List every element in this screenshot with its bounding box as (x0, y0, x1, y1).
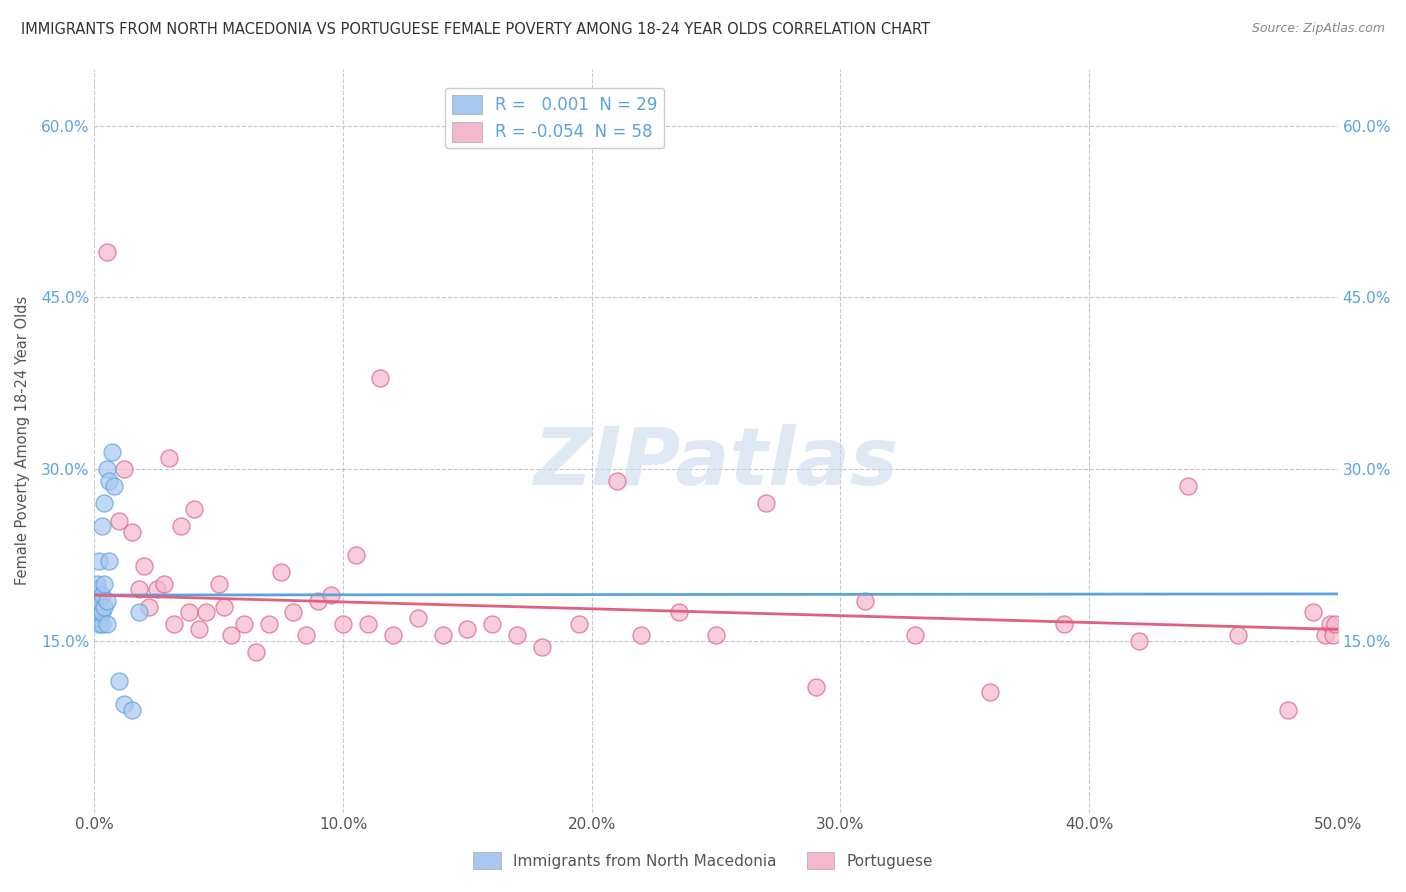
Point (481, 616, 503, 631)
Point (606, 474, 628, 488)
Point (668, 605, 690, 619)
Point (112, 462, 135, 476)
Point (1053, 616, 1076, 631)
Point (187, 623, 209, 637)
Point (245, 645, 267, 659)
Point (283, 605, 305, 619)
Point (153, 576, 176, 591)
Point (506, 628, 529, 642)
Point (128, 582, 150, 597)
Point (319, 588, 342, 602)
Point (568, 616, 591, 631)
Point (212, 599, 235, 614)
Point (121, 702, 143, 716)
Y-axis label: Female Poverty Among 18-24 Year Olds: Female Poverty Among 18-24 Year Olds (15, 296, 30, 585)
Point (1227, 628, 1250, 642)
Point (370, 370, 392, 384)
Point (93, 496, 115, 510)
Point (86, 605, 108, 619)
Point (86, 611, 108, 625)
Point (96, 462, 118, 476)
Point (157, 450, 180, 465)
Point (89, 605, 111, 619)
Point (307, 594, 329, 608)
Point (257, 616, 280, 631)
Point (232, 616, 254, 631)
Point (1177, 479, 1199, 493)
Point (332, 616, 354, 631)
Point (90, 588, 112, 602)
Point (1302, 605, 1324, 619)
Point (89, 554, 111, 568)
Point (170, 519, 193, 533)
Point (101, 445, 124, 459)
Point (134, 559, 156, 574)
Point (381, 628, 404, 642)
Point (98, 554, 121, 568)
Point (530, 640, 553, 654)
Point (195, 605, 218, 619)
Point (128, 605, 150, 619)
Point (86, 582, 108, 597)
Point (98, 474, 121, 488)
Point (108, 514, 131, 528)
Point (1322, 628, 1344, 642)
Point (853, 594, 876, 608)
Text: ZIPatlas: ZIPatlas (533, 424, 898, 502)
Point (804, 680, 827, 694)
Point (90, 519, 112, 533)
Point (1277, 702, 1299, 716)
Point (145, 582, 167, 597)
Point (1324, 616, 1347, 631)
Point (208, 576, 231, 591)
Point (357, 616, 380, 631)
Point (86, 588, 108, 602)
Point (96, 594, 118, 608)
Point (103, 479, 125, 493)
Point (138, 599, 160, 614)
Legend: Immigrants from North Macedonia, Portuguese: Immigrants from North Macedonia, Portugu… (467, 846, 939, 875)
Legend: R =   0.001  N = 29, R = -0.054  N = 58: R = 0.001 N = 29, R = -0.054 N = 58 (444, 88, 664, 148)
Point (270, 565, 292, 579)
Point (96, 616, 118, 631)
Point (121, 525, 143, 540)
Point (183, 502, 205, 516)
Point (1319, 616, 1341, 631)
Point (1315, 628, 1337, 642)
Point (86, 576, 108, 591)
Point (295, 628, 318, 642)
Point (432, 628, 454, 642)
Point (1128, 633, 1150, 648)
Point (904, 628, 927, 642)
Point (704, 628, 727, 642)
Point (177, 605, 200, 619)
Point (344, 548, 367, 562)
Point (406, 611, 429, 625)
Point (630, 628, 652, 642)
Point (112, 697, 135, 711)
Point (93, 576, 115, 591)
Point (108, 673, 131, 688)
Point (979, 685, 1001, 699)
Point (90, 616, 112, 631)
Point (89, 611, 111, 625)
Point (89, 594, 111, 608)
Point (93, 599, 115, 614)
Point (219, 628, 242, 642)
Text: Source: ZipAtlas.com: Source: ZipAtlas.com (1251, 22, 1385, 36)
Point (90, 605, 112, 619)
Point (755, 496, 778, 510)
Point (456, 623, 478, 637)
Point (86, 599, 108, 614)
Point (96, 244, 118, 259)
Point (163, 616, 186, 631)
Text: IMMIGRANTS FROM NORTH MACEDONIA VS PORTUGUESE FEMALE POVERTY AMONG 18-24 YEAR OL: IMMIGRANTS FROM NORTH MACEDONIA VS PORTU… (21, 22, 931, 37)
Point (89, 616, 111, 631)
